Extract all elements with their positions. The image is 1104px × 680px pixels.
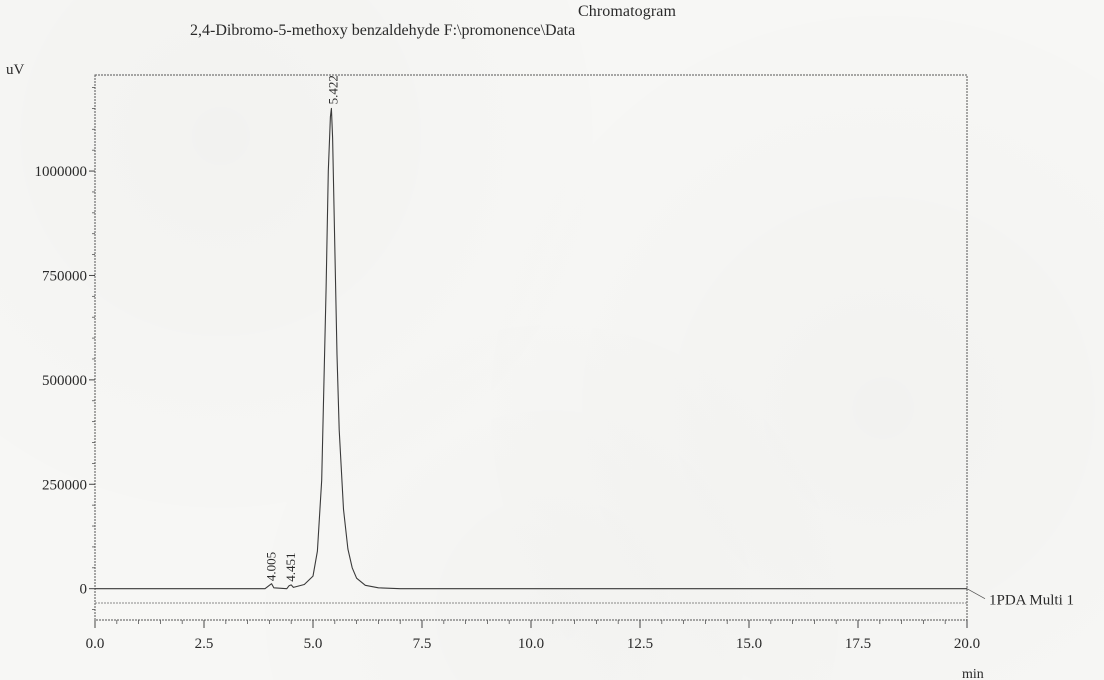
x-tick-label: 10.0 — [518, 636, 544, 652]
x-tick-label: 15.0 — [736, 636, 762, 652]
legend: 1PDA Multi 1 — [966, 588, 1074, 609]
x-tick-label: 17.5 — [845, 636, 871, 652]
x-axis-label: min — [962, 667, 984, 680]
y-tick-label: 1000000 — [35, 164, 88, 180]
peak-label: 4.451 — [283, 552, 298, 581]
x-tick-label: 5.0 — [304, 636, 323, 652]
y-tick-label: 0 — [80, 582, 88, 598]
peak-labels: 4.005 4.451 5.422 — [264, 75, 341, 582]
chart-title: Chromatogram — [577, 3, 677, 20]
peak-label: 4.005 — [264, 552, 279, 581]
y-axis-label: uV — [6, 62, 25, 78]
legend-entry: 1PDA Multi 1 — [989, 593, 1074, 609]
y-axis: 0 250000 500000 750000 1000000 — [35, 87, 95, 610]
x-tick-label: 7.5 — [413, 636, 432, 652]
x-tick-label: 2.5 — [195, 636, 214, 652]
x-axis: 0.0 2.5 5.0 7.5 10.0 12.5 15.0 17.5 20.0 — [86, 620, 980, 652]
x-tick-label: 0.0 — [86, 636, 105, 652]
y-tick-label: 250000 — [42, 477, 87, 493]
series-layer — [95, 107, 967, 590]
x-tick-label: 12.5 — [627, 636, 653, 652]
peak-label: 5.422 — [325, 75, 340, 104]
series-line-0 — [95, 107, 967, 590]
y-tick-label: 750000 — [42, 268, 87, 284]
x-tick-label: 20.0 — [954, 636, 980, 652]
y-tick-label: 500000 — [42, 373, 87, 389]
plot-frame — [94, 74, 968, 621]
chart-subtitle: 2,4-Dibromo-5-methoxy benzaldehyde F:\pr… — [190, 22, 576, 39]
legend-leader-line — [966, 588, 986, 600]
